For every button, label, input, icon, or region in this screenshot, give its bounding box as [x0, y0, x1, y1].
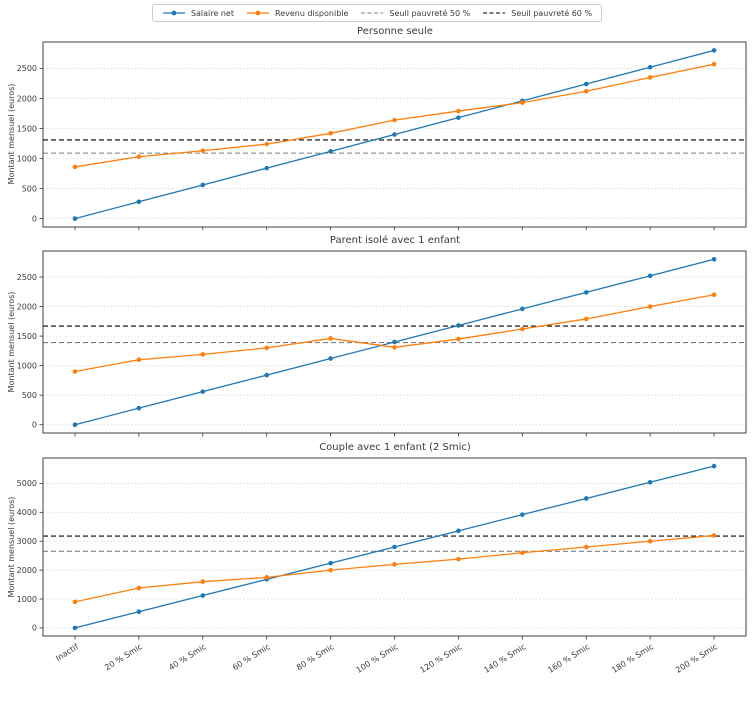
svg-text:1000: 1000 [17, 361, 37, 370]
svg-text:500: 500 [22, 184, 37, 193]
svg-text:1000: 1000 [17, 595, 37, 604]
plot-area-couple: 0 1000 2000 3000 4000 5000 Inactif 20 % Smic 40 … [17, 457, 747, 675]
svg-text:1000: 1000 [17, 154, 37, 163]
svg-text:3000: 3000 [17, 537, 37, 546]
svg-text:140 % Smic: 140 % Smic [482, 642, 527, 675]
svg-text:180 % Smic: 180 % Smic [610, 642, 655, 675]
svg-text:60 % Smic: 60 % Smic [231, 642, 272, 672]
svg-text:500: 500 [22, 391, 37, 400]
plot-area-parent-isole: 0 500 1000 1500 2000 2500 [17, 250, 747, 437]
chart-personne-seule: Personne seule Montant mensuel (euros) 0… [0, 24, 754, 230]
legend-item-seuil-60: Seuil pauvreté 60 % [482, 8, 592, 18]
legend-label: Seuil pauvreté 60 % [511, 8, 593, 18]
svg-text:200 % Smic: 200 % Smic [674, 642, 719, 675]
plot-area-personne-seule: 0 500 1000 1500 2000 2500 [17, 41, 747, 230]
line-marker-swatch-icon [162, 10, 185, 16]
svg-text:0: 0 [32, 214, 37, 223]
svg-text:Inactif: Inactif [54, 642, 80, 663]
legend-label: Salaire net [190, 8, 234, 18]
svg-text:5000: 5000 [17, 479, 37, 488]
svg-text:2000: 2000 [17, 566, 37, 575]
legend-item-salaire-net: Salaire net [162, 8, 234, 18]
legend-label: Seuil pauvreté 50 % [389, 8, 471, 18]
svg-text:100 % Smic: 100 % Smic [355, 642, 400, 675]
svg-text:2000: 2000 [17, 302, 37, 311]
svg-text:2000: 2000 [17, 94, 37, 103]
chart-parent-isole: Parent isolé avec 1 enfant Montant mensu… [0, 233, 754, 437]
svg-text:120 % Smic: 120 % Smic [418, 642, 463, 675]
svg-text:80 % Smic: 80 % Smic [295, 642, 336, 672]
svg-text:1500: 1500 [17, 332, 37, 341]
dashed-line-swatch-icon [361, 12, 384, 14]
svg-text:20 % Smic: 20 % Smic [103, 642, 144, 672]
dashed-line-swatch-icon [483, 12, 506, 14]
svg-text:4000: 4000 [17, 508, 37, 517]
line-marker-swatch-icon [247, 10, 269, 16]
legend-item-seuil-50: Seuil pauvreté 50 % [360, 8, 470, 18]
svg-text:2500: 2500 [17, 64, 37, 73]
chart-couple-1-enfant: Couple avec 1 enfant (2 Smic) Montant me… [0, 440, 754, 692]
chart-title: Couple avec 1 enfant (2 Smic) [319, 442, 471, 453]
chart-title: Parent isolé avec 1 enfant [329, 235, 461, 246]
svg-text:160 % Smic: 160 % Smic [546, 642, 591, 675]
legend-label: Revenu disponible [275, 8, 349, 18]
svg-text:2500: 2500 [17, 273, 37, 282]
figure-canvas: { "legend": { "items": [ {"label": "Sala… [0, 4, 754, 704]
svg-text:1500: 1500 [17, 124, 37, 133]
legend-item-revenu-disponible: Revenu disponible [246, 8, 348, 18]
chart-legend: Salaire net Revenu disponible Seuil pauv… [151, 4, 603, 22]
svg-text:0: 0 [32, 624, 37, 633]
svg-text:40 % Smic: 40 % Smic [167, 642, 208, 672]
svg-text:0: 0 [32, 421, 37, 430]
chart-title: Personne seule [357, 26, 433, 37]
